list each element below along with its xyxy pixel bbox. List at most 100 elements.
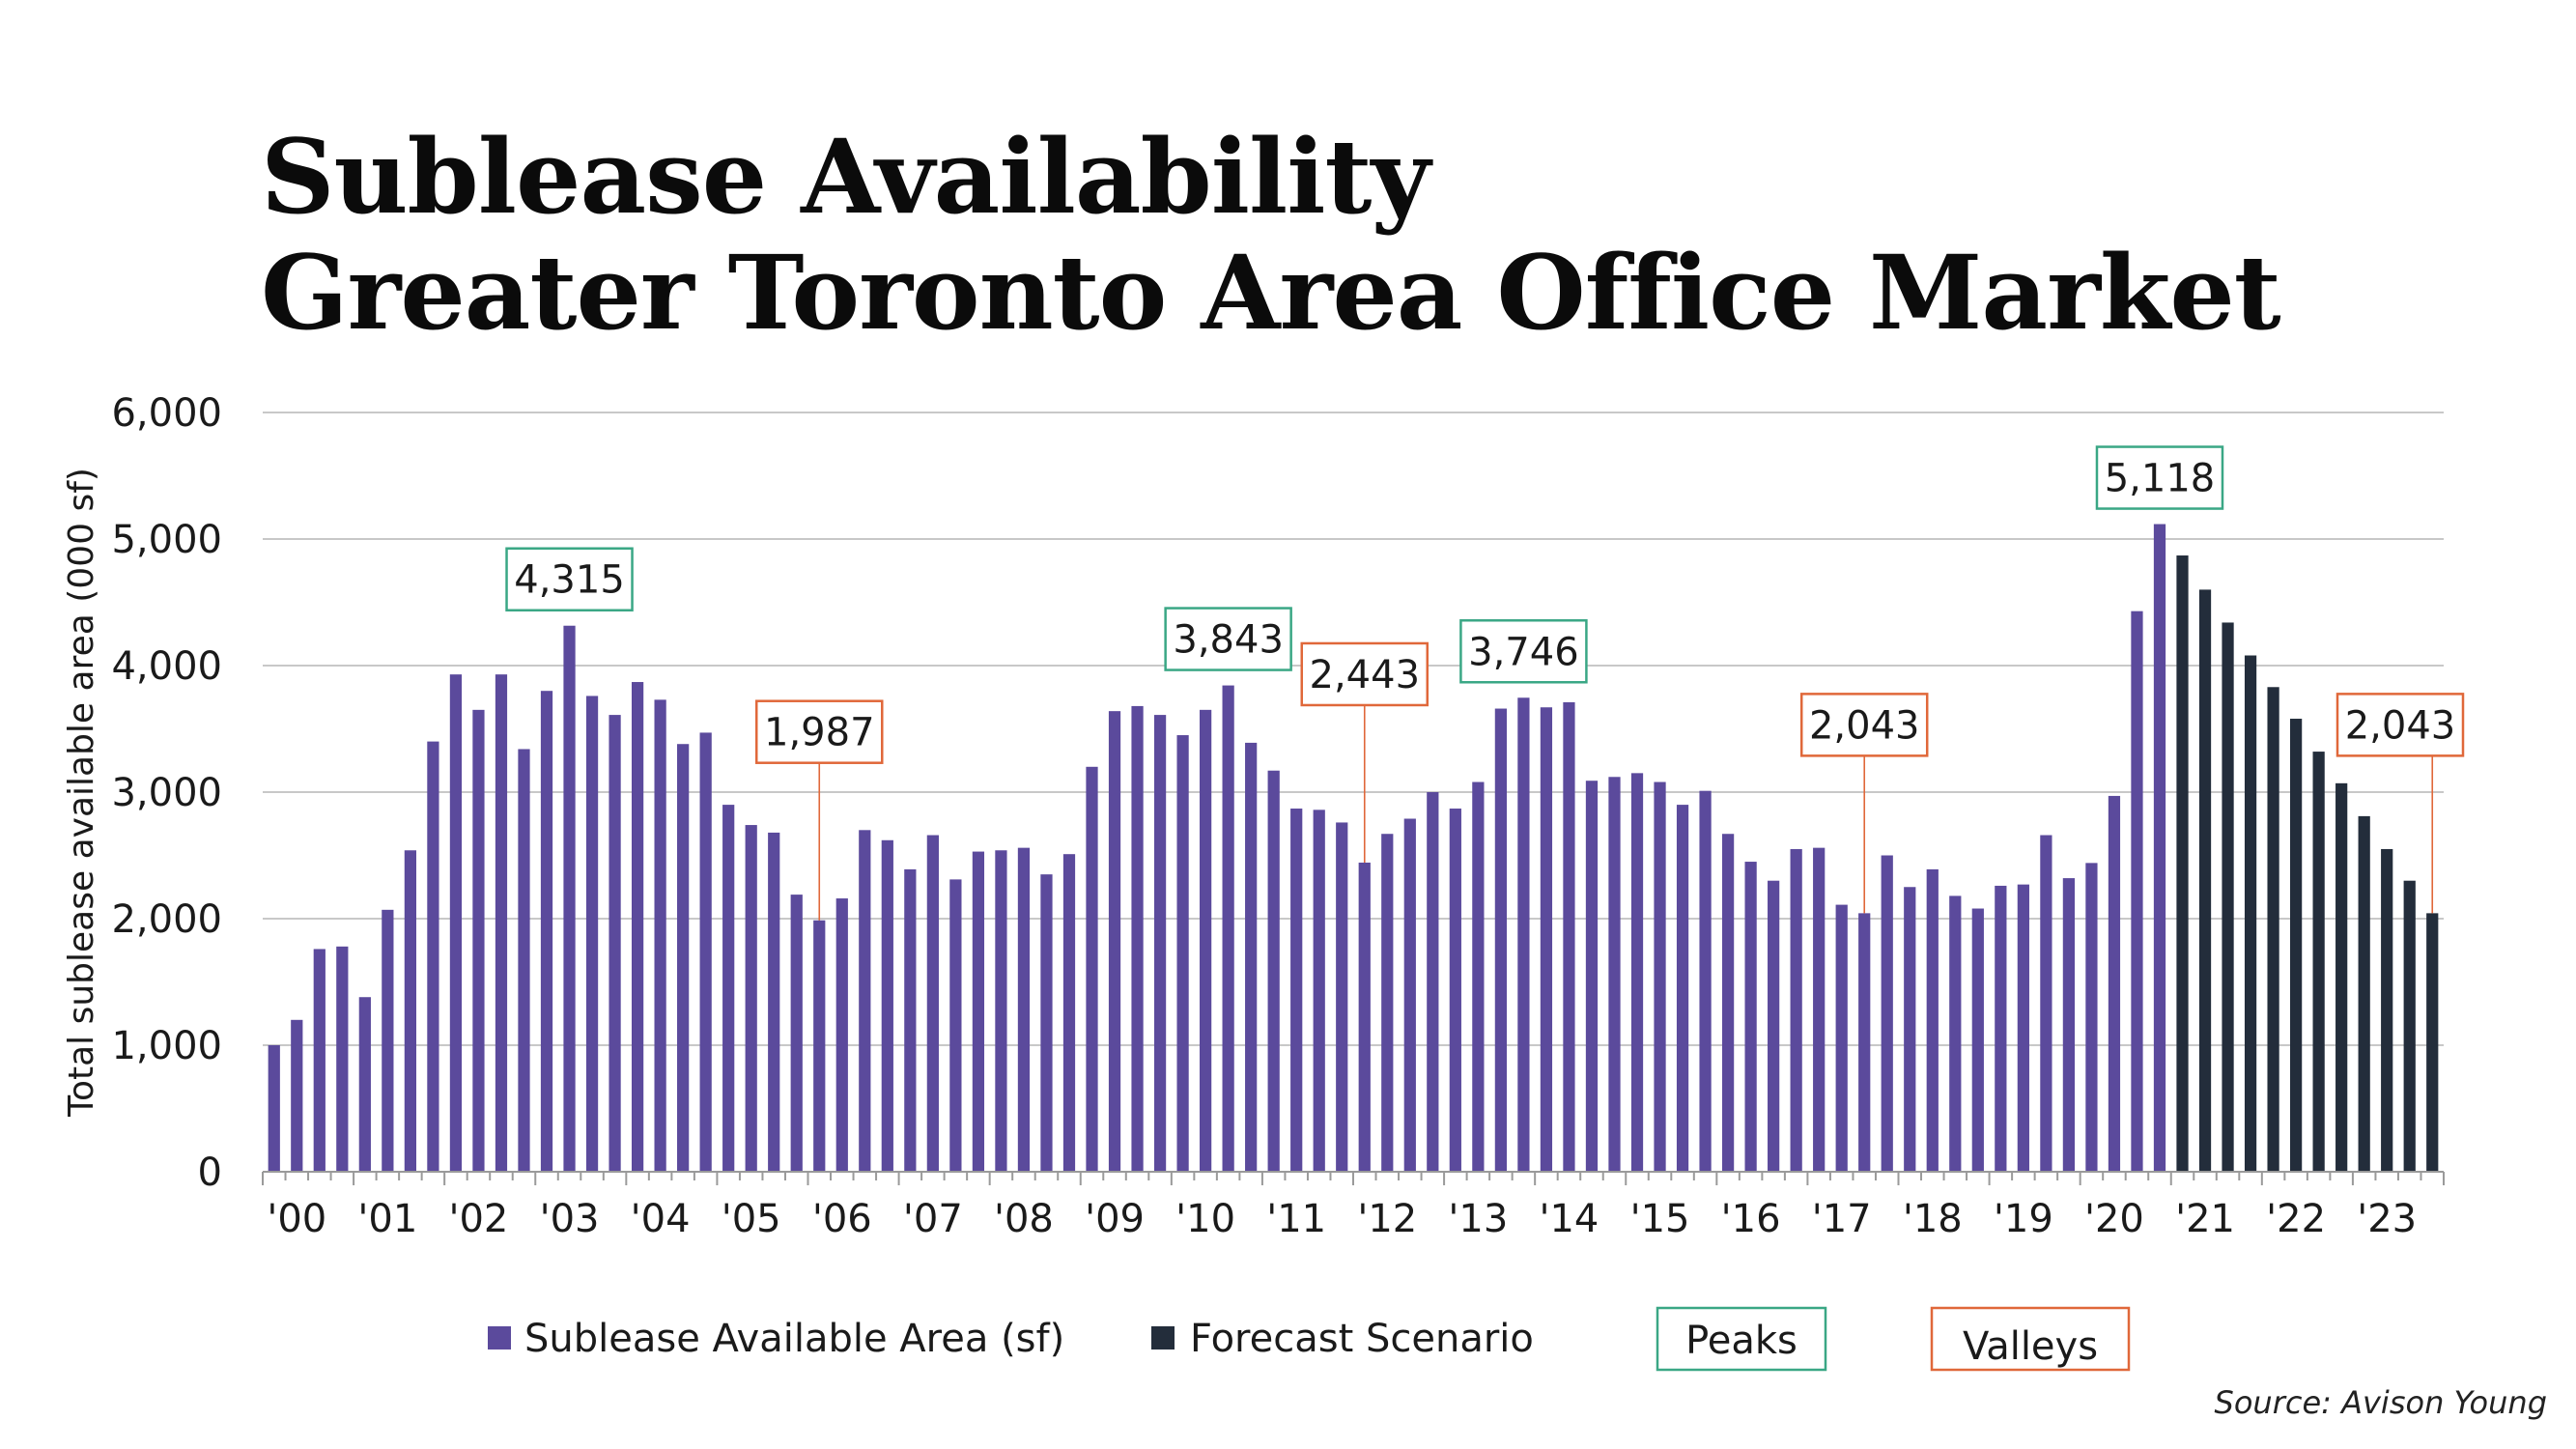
bar bbox=[540, 691, 553, 1172]
chart-title-line-2: Greater Toronto Area Office Market bbox=[261, 232, 2281, 353]
y-tick-label: 1,000 bbox=[111, 1024, 222, 1068]
bar bbox=[1835, 904, 1848, 1172]
source-note: Source: Avison Young bbox=[2214, 1384, 2547, 1421]
valley-label-box bbox=[755, 699, 884, 764]
x-tick-label: '22 bbox=[2266, 1197, 2326, 1241]
bar bbox=[313, 949, 326, 1172]
bar bbox=[768, 832, 780, 1172]
y-tick-label: 0 bbox=[198, 1151, 222, 1195]
bar bbox=[1540, 707, 1553, 1172]
x-tick-label: '16 bbox=[1721, 1197, 1781, 1241]
legend-peaks-box bbox=[1656, 1306, 1827, 1372]
x-tick-label: '20 bbox=[2084, 1197, 2144, 1241]
legend-label-forecast: Forecast Scenario bbox=[1190, 1317, 1534, 1361]
bar bbox=[2062, 878, 2076, 1172]
bar bbox=[1813, 847, 1826, 1172]
bar bbox=[2153, 524, 2166, 1172]
valley-label-box bbox=[1300, 641, 1430, 707]
bar bbox=[1608, 777, 1621, 1172]
bar bbox=[382, 909, 394, 1172]
bar bbox=[1517, 697, 1530, 1172]
x-tick-label: '21 bbox=[2175, 1197, 2235, 1241]
forecast-bar bbox=[2198, 589, 2212, 1172]
bar bbox=[1630, 773, 1644, 1172]
bar bbox=[1971, 908, 1984, 1172]
x-tick-label: '18 bbox=[1903, 1197, 1963, 1241]
forecast-bar bbox=[2358, 815, 2370, 1172]
y-axis-label: Total sublease available area (000 sf) bbox=[62, 468, 101, 1118]
x-tick-label: '12 bbox=[1357, 1197, 1417, 1241]
bar bbox=[1654, 781, 1666, 1172]
bar bbox=[1358, 862, 1371, 1172]
y-tick-label: 5,000 bbox=[111, 518, 222, 562]
bar bbox=[1881, 855, 1893, 1172]
bar bbox=[291, 1019, 303, 1172]
peak-label: 3,746 bbox=[1468, 630, 1579, 674]
legend-swatch-actual bbox=[488, 1326, 511, 1350]
peak-label-box bbox=[1164, 607, 1292, 671]
bar bbox=[1267, 770, 1280, 1172]
valley-label: 2,043 bbox=[1809, 703, 1920, 748]
bar bbox=[2017, 884, 2029, 1172]
bar bbox=[1336, 822, 1348, 1172]
bar bbox=[358, 997, 371, 1172]
valley-label: 2,043 bbox=[2345, 703, 2456, 748]
bar bbox=[585, 696, 599, 1172]
bar bbox=[404, 850, 417, 1172]
y-tick-label: 2,000 bbox=[111, 897, 222, 942]
x-tick-label: '07 bbox=[903, 1197, 963, 1241]
bar bbox=[1131, 705, 1144, 1172]
bar bbox=[2085, 863, 2098, 1172]
bar bbox=[1153, 715, 1167, 1172]
bar bbox=[1245, 742, 1258, 1172]
bar bbox=[1449, 809, 1461, 1172]
x-tick-label: '03 bbox=[540, 1197, 600, 1241]
peak-label: 5,118 bbox=[2105, 457, 2216, 501]
bar bbox=[518, 749, 530, 1172]
bar bbox=[1313, 810, 1325, 1172]
legend-label-peaks: Peaks bbox=[1685, 1319, 1798, 1363]
bar bbox=[904, 868, 917, 1172]
axes: 0 1,000 2,000 3,000 4,000 5,000 6,000 Total sub… bbox=[62, 391, 2445, 1241]
bar bbox=[1676, 805, 1689, 1172]
legend-swatch-forecast bbox=[1151, 1326, 1175, 1350]
y-tick-label: 3,000 bbox=[111, 771, 222, 815]
bar bbox=[449, 674, 463, 1172]
valley-label: 1,987 bbox=[764, 711, 875, 755]
bar bbox=[1904, 887, 1916, 1172]
bar bbox=[677, 744, 690, 1172]
bar bbox=[1858, 913, 1871, 1172]
annotations: 4,315 1,987 3,843 2,443 3,746 2,043 5,118 2,043 bbox=[505, 445, 2465, 921]
bar bbox=[654, 699, 666, 1172]
x-tick-label: '00 bbox=[267, 1197, 326, 1241]
bar bbox=[949, 879, 962, 1172]
x-tick-label: '01 bbox=[357, 1197, 417, 1241]
bar bbox=[2040, 835, 2052, 1172]
bar bbox=[1222, 685, 1234, 1172]
bar bbox=[1563, 701, 1575, 1172]
bar bbox=[1062, 854, 1076, 1172]
bar bbox=[472, 709, 485, 1172]
forecast-bar bbox=[2289, 719, 2303, 1172]
bar bbox=[1040, 874, 1053, 1172]
bar bbox=[1086, 766, 1098, 1172]
x-tick-label: '19 bbox=[1994, 1197, 2053, 1241]
forecast-bar bbox=[2335, 782, 2348, 1172]
valley-label-box bbox=[2335, 693, 2465, 757]
x-tick-label: '15 bbox=[1630, 1197, 1690, 1241]
bar bbox=[1949, 895, 1962, 1172]
bar bbox=[745, 825, 757, 1172]
bar bbox=[1381, 834, 1394, 1172]
peak-label: 3,843 bbox=[1173, 618, 1284, 663]
valley-label: 2,443 bbox=[1310, 653, 1421, 697]
bar bbox=[926, 835, 939, 1172]
bar bbox=[609, 715, 621, 1172]
x-tick-label: '10 bbox=[1175, 1197, 1235, 1241]
bar bbox=[563, 625, 576, 1172]
bar bbox=[427, 741, 439, 1172]
bar bbox=[859, 830, 871, 1172]
forecast-bar bbox=[2381, 848, 2393, 1172]
x-tick-label: '17 bbox=[1812, 1197, 1872, 1241]
bar bbox=[1585, 781, 1599, 1172]
